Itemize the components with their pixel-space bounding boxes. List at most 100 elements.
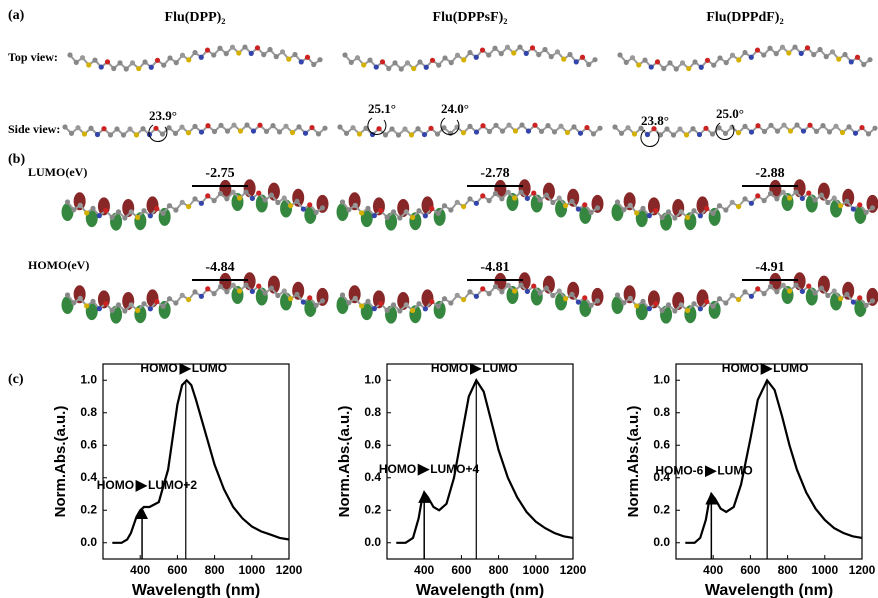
molecule-atom [558,123,564,129]
x-tick-label: 800 [778,563,798,577]
molecule-atom [185,130,192,136]
molecule-atom [135,214,141,221]
molecule-atom [363,125,369,131]
molecule-atom [229,44,236,50]
molecule-atom [103,301,109,307]
molecule-atom [829,49,836,55]
molecule-atom [857,202,863,208]
molecule-atom [428,125,434,131]
molecule-atom [703,125,709,131]
x-tick-label: 400 [130,563,150,577]
molecule-atom [204,47,211,53]
molecule-atom [813,128,820,135]
molecule-atom [793,282,799,288]
molecule-atom [492,283,499,290]
molecule-atom [441,296,448,302]
orbital-lobe [146,289,159,308]
molecule-atom [833,123,839,129]
molecule-atom [588,302,594,308]
molecule-atom [625,125,631,131]
molecule-atom [729,52,736,58]
molecule-atom [505,189,511,195]
molecule-atom [96,306,102,312]
molecule-atom [742,289,748,295]
molecule-atom [198,129,205,135]
molecule-atom [243,282,249,288]
molecule-atom [205,286,211,292]
orbital-lobe [579,298,592,317]
molecule-atom [217,190,224,197]
molecule-atom [315,131,322,137]
molecule-atom [582,202,588,208]
molecule-atom [651,126,657,132]
molecule-atom [852,130,859,136]
molecule-atom [850,206,856,212]
molecule-atom [742,123,748,129]
molecule-atom [761,198,767,204]
molecule-atom [511,50,517,56]
molecule-atom [267,46,273,53]
transition-to: LUMO [482,361,517,375]
molecule-atom [205,123,211,129]
molecule-atom [114,126,120,132]
molecule-atom [270,123,276,129]
molecule-atom [365,205,371,211]
molecule-atom [101,126,107,132]
molecule-atom [661,65,667,72]
molecule-atom [140,126,146,132]
molecule-atom [230,189,236,195]
molecule-atom [337,124,343,130]
molecule-atom [289,129,296,136]
molecule-atom [179,199,185,205]
molecule-atom [678,302,684,308]
y-tick-label: 0.6 [80,437,97,451]
molecule-atom [499,128,506,134]
orbital-lobe [696,289,709,308]
molecule-atom [448,300,454,306]
molecule-atom [64,292,71,298]
molecule-atom [773,51,779,57]
molecule-atom [704,299,710,305]
molecule-atom [672,215,678,221]
molecule-atom [217,45,223,51]
molecule-atom [479,47,486,53]
molecule-atom [710,210,716,216]
molecule-atom [416,208,422,214]
molecule-atom [256,283,262,289]
molecule-atom [90,205,96,211]
transition-from: HOMO [97,478,134,492]
molecule-atom [722,130,729,137]
molecule-atom [736,57,742,63]
orbital-lobe [280,199,293,218]
y-tick-label: 0.6 [653,437,670,451]
molecule-atom [172,130,179,137]
molecule-atom [794,122,800,128]
molecule-atom [128,209,134,215]
molecule-atom [493,122,499,128]
data-line [396,378,574,544]
molecule-atom [818,192,825,198]
molecule-atom [243,189,249,195]
molecule-atom [378,208,384,214]
molecule-atom [294,291,300,297]
molecule-atom [460,130,467,136]
molecule-atom [839,129,846,136]
molecule-atom [94,131,101,138]
orbital-lobe [611,203,624,221]
molecule-atom [685,214,691,221]
homo-energy: -4.84 [205,260,234,275]
molecule-atom [261,52,267,58]
molecule-atom [644,131,651,138]
molecule-atom [670,132,677,138]
molecule-atom [588,209,594,215]
molecule-atom [774,196,780,202]
molecule-atom [317,57,323,63]
molecule-atom [486,198,492,204]
molecule-atom [729,292,735,298]
molecule-atom [492,45,498,51]
molecule-atom [411,65,417,72]
angle-arc [440,117,460,135]
molecule-atom [646,306,652,312]
molecule-atom [75,125,81,131]
molecule-atom [793,189,799,195]
